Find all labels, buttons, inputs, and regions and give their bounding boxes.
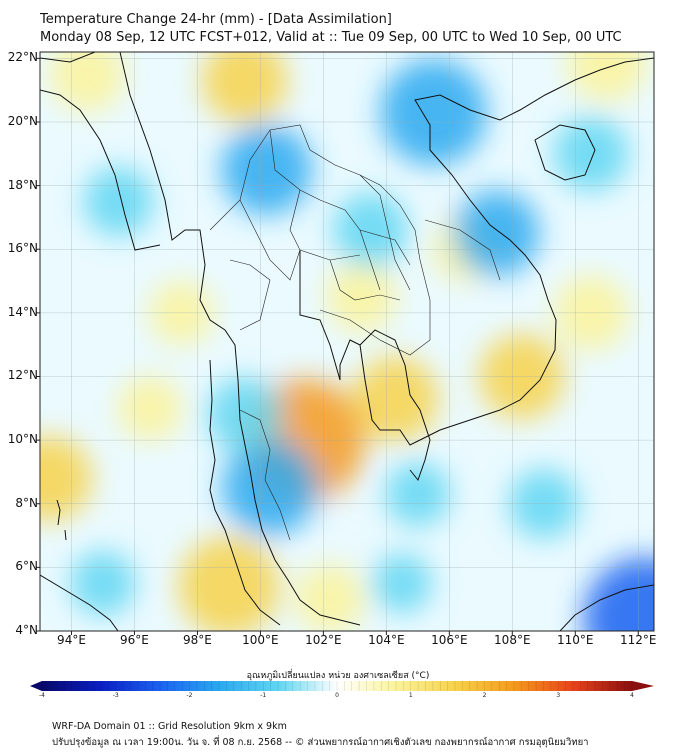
map-subtitle: Monday 08 Sep, 12 UTC FCST+012, Valid at… bbox=[40, 30, 622, 45]
cool-anomaly bbox=[372, 553, 432, 614]
warm-anomaly bbox=[353, 355, 439, 442]
cool-anomaly bbox=[207, 377, 283, 453]
colorbar-tick-label: 2 bbox=[482, 692, 487, 699]
colorbar-left-arrow bbox=[30, 681, 42, 691]
footer-model-info: WRF-DA Domain 01 :: Grid Resolution 9km … bbox=[52, 721, 287, 732]
colorbar-tick-label: -2 bbox=[186, 692, 193, 699]
province-borders bbox=[209, 124, 501, 541]
cool-anomaly bbox=[221, 124, 313, 216]
colorbar-title: อุณหภูมิเปลี่ยนแปลง หน่วย องศาเซลเซียส (… bbox=[246, 671, 430, 681]
colorbar-tick-label: -4 bbox=[39, 692, 45, 699]
map-frame bbox=[39, 51, 655, 632]
cool-anomaly bbox=[221, 439, 318, 536]
warm-anomaly bbox=[117, 375, 183, 441]
longitude-label: 108°E bbox=[494, 633, 531, 647]
cool-anomaly bbox=[70, 550, 136, 616]
map-panel bbox=[40, 52, 654, 631]
colorbar-tick-label: -3 bbox=[112, 692, 119, 699]
latitude-label: 4°N bbox=[15, 623, 38, 637]
coastline-borneo bbox=[559, 584, 654, 631]
coastline-sumatra bbox=[40, 574, 119, 631]
colorbar-tick-label: 4 bbox=[630, 692, 634, 699]
colorbar-tick-label: 3 bbox=[556, 692, 561, 699]
longitude-label: 112°E bbox=[620, 633, 657, 647]
latitude-label: 22°N bbox=[7, 50, 38, 65]
warm-anomaly bbox=[566, 52, 647, 102]
map-title: Temperature Change 24-hr (mm) - [Data As… bbox=[40, 12, 392, 27]
latitude-label: 14°N bbox=[7, 304, 38, 319]
coastline-hainan bbox=[534, 124, 596, 181]
latitude-label: 20°N bbox=[7, 113, 38, 128]
footer-credit: ปรับปรุงข้อมูล ณ เวลา 19:00น. วัน จ. ที่… bbox=[52, 737, 589, 748]
cool-anomaly bbox=[583, 557, 654, 631]
coastline-mainland bbox=[40, 52, 654, 626]
graticule bbox=[40, 52, 654, 631]
coastlines bbox=[40, 52, 654, 631]
warm-anomaly bbox=[178, 535, 280, 631]
warm-anomaly bbox=[40, 435, 93, 522]
warm-anomaly bbox=[294, 564, 365, 631]
longitude-label: 102°E bbox=[305, 633, 342, 647]
coastline-andaman bbox=[56, 499, 67, 541]
colorbar-tick-label: 1 bbox=[408, 692, 413, 699]
warm-anomaly bbox=[49, 52, 125, 112]
cool-anomaly bbox=[380, 59, 487, 166]
latitude-label: 18°N bbox=[7, 177, 38, 192]
latitude-label: 12°N bbox=[7, 368, 38, 383]
coastline-peninsula-west bbox=[209, 359, 281, 626]
longitude-label: 110°E bbox=[557, 633, 594, 647]
longitude-label: 100°E bbox=[242, 633, 279, 647]
longitude-label: 96°E bbox=[120, 633, 149, 647]
cool-anomaly bbox=[333, 192, 409, 268]
longitude-label: 104°E bbox=[368, 633, 405, 647]
cool-anomaly bbox=[453, 190, 540, 277]
colorbar-right-arrow bbox=[632, 681, 654, 691]
cool-anomaly bbox=[553, 116, 629, 192]
longitude-label: 98°E bbox=[182, 633, 212, 647]
cool-anomaly bbox=[83, 166, 154, 237]
coastline-gulf-east bbox=[359, 329, 431, 482]
latitude-label: 6°N bbox=[15, 559, 38, 574]
longitude-label: 106°E bbox=[431, 633, 468, 647]
latitude-label: 8°N bbox=[15, 495, 38, 510]
latitude-label: 16°N bbox=[7, 241, 38, 256]
temperature-anomaly-field bbox=[40, 52, 654, 631]
colorbar-tick-label: 0 bbox=[335, 692, 339, 699]
latitude-label: 10°N bbox=[7, 432, 38, 447]
colorbar-tick-label: -1 bbox=[260, 692, 267, 699]
axis-ticks bbox=[36, 57, 639, 635]
colorbar-ticks bbox=[41, 681, 633, 691]
warm-anomaly bbox=[326, 261, 397, 332]
warm-anomaly bbox=[201, 52, 288, 124]
cool-anomaly bbox=[385, 461, 451, 527]
longitude-label: 94°E bbox=[57, 633, 86, 647]
colorbar-bar bbox=[42, 681, 632, 691]
coastline-bay bbox=[40, 89, 161, 251]
